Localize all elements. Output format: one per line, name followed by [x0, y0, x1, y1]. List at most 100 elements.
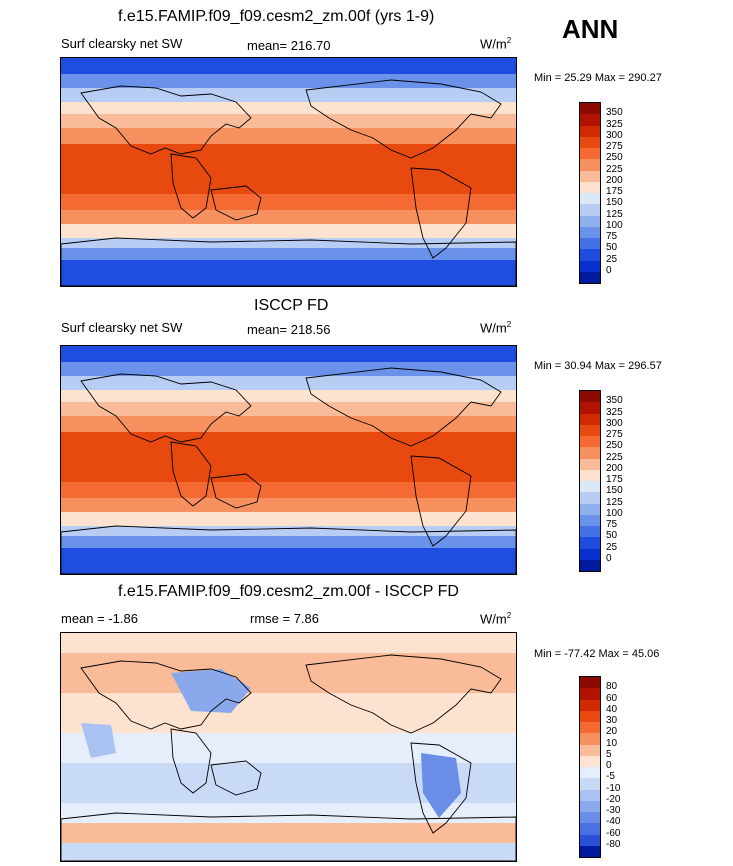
colorbar-swatch: [580, 677, 600, 689]
map-band: [61, 526, 516, 536]
coastline: [61, 812, 516, 861]
colorbar-swatch: [580, 260, 600, 272]
panel-2-units: W/m2: [480, 320, 512, 336]
colorbar-tick-label: 175: [606, 474, 623, 485]
colorbar-tick-label: 0: [606, 552, 612, 564]
coastline: [170, 153, 212, 219]
coastline: [210, 473, 262, 509]
map-band: [61, 224, 516, 238]
coastline: [410, 742, 472, 834]
panel-2-title: ISCCP FD: [254, 297, 329, 314]
panel-1-map-field: [61, 58, 516, 286]
colorbar-swatch: [580, 755, 600, 767]
colorbar-swatch: [580, 812, 600, 824]
colorbar-tick-label: 50: [606, 530, 618, 542]
colorbar-swatch: [580, 204, 600, 216]
colorbar-tick-label: -30: [606, 805, 621, 816]
map-band: [61, 482, 516, 498]
colorbar-swatch: [580, 469, 600, 481]
coastline: [61, 525, 516, 574]
colorbar-tick-label: 325: [606, 406, 623, 418]
colorbar-tick-label: 150: [606, 197, 623, 209]
map-band: [61, 88, 516, 102]
panel-2-map-field: [61, 346, 516, 574]
colorbar-tick-label: -40: [606, 816, 621, 828]
coastline: [61, 237, 516, 286]
panel-3-map: [60, 632, 517, 862]
panel-2-minmax: Min = 30.94 Max = 296.57: [534, 360, 662, 372]
colorbar-tick-label: 25: [606, 253, 618, 265]
colorbar-swatch: [580, 226, 600, 238]
colorbar-tick-label: 300: [606, 129, 623, 141]
colorbar-swatch: [580, 458, 600, 470]
map-region: [421, 753, 461, 818]
colorbar-tick-label: 300: [606, 417, 623, 429]
colorbar-swatch: [580, 391, 600, 403]
colorbar-swatch: [580, 537, 600, 549]
colorbar-swatch: [580, 548, 600, 560]
colorbar-tick-label: 175: [606, 186, 623, 197]
map-band: [61, 512, 516, 526]
map-band: [61, 843, 516, 861]
colorbar-tick-label: 150: [606, 485, 623, 497]
map-band: [61, 194, 516, 210]
map-band: [61, 390, 516, 402]
colorbar-swatch: [580, 767, 600, 779]
coastline: [305, 367, 502, 447]
map-band: [61, 362, 516, 376]
colorbar-swatch: [580, 845, 600, 857]
map-band: [61, 128, 516, 144]
colorbar-swatch: [580, 170, 600, 182]
panel-3-title: f.e15.FAMIP.f09_f09.cesm2_zm.00f - ISCCP…: [118, 583, 459, 600]
panel-3-rmse-label: rmse = 7.86: [250, 611, 320, 626]
colorbar-tick-label: 80: [606, 681, 618, 693]
colorbar-tick-label: 75: [606, 231, 618, 242]
colorbar-swatch: [580, 249, 600, 261]
coastline: [80, 660, 252, 730]
panel-3-map-field: [61, 633, 516, 861]
colorbar-tick-label: 30: [606, 715, 618, 726]
colorbar-swatch: [580, 710, 600, 722]
panel-3-colorbar: [579, 676, 601, 858]
colorbar-tick-label: 350: [606, 395, 623, 407]
colorbar-tick-label: 350: [606, 107, 623, 119]
colorbar-swatch: [580, 181, 600, 193]
map-band: [61, 498, 516, 512]
colorbar-swatch: [580, 733, 600, 745]
map-region: [171, 669, 251, 713]
colorbar-tick-label: 250: [606, 440, 623, 452]
colorbar-swatch: [580, 114, 600, 126]
colorbar-swatch: [580, 492, 600, 504]
coastline: [210, 185, 262, 221]
colorbar-swatch: [580, 436, 600, 448]
map-region: [81, 723, 116, 758]
colorbar-swatch: [580, 559, 600, 571]
colorbar-swatch: [580, 271, 600, 283]
panel-2-variable-label: Surf clearsky net SW: [61, 320, 183, 335]
colorbar-swatch: [580, 238, 600, 250]
colorbar-swatch: [580, 789, 600, 801]
coastline: [170, 728, 212, 794]
colorbar-tick-label: -80: [606, 838, 621, 850]
colorbar-tick-label: 225: [606, 451, 623, 463]
colorbar-tick-label: 50: [606, 242, 618, 254]
map-band: [61, 653, 516, 693]
colorbar-swatch: [580, 834, 600, 846]
panel-1-colorbar: [579, 102, 601, 284]
panel-1-variable-label: Surf clearsky net SW: [61, 36, 183, 51]
colorbar-tick-label: 10: [606, 737, 618, 749]
colorbar-swatch: [580, 159, 600, 171]
panel-2-map: [60, 345, 517, 575]
colorbar-tick-label: 5: [606, 748, 612, 760]
colorbar-swatch: [580, 800, 600, 812]
colorbar-swatch: [580, 103, 600, 115]
colorbar-tick-label: 0: [606, 264, 612, 276]
colorbar-swatch: [580, 699, 600, 711]
colorbar-tick-label: 60: [606, 692, 618, 704]
coastline: [80, 85, 252, 155]
map-band: [61, 238, 516, 248]
colorbar-tick-label: 225: [606, 163, 623, 175]
panel-3-mean-label: mean = -1.86: [61, 611, 138, 626]
coastline: [410, 455, 472, 547]
map-band: [61, 144, 516, 194]
